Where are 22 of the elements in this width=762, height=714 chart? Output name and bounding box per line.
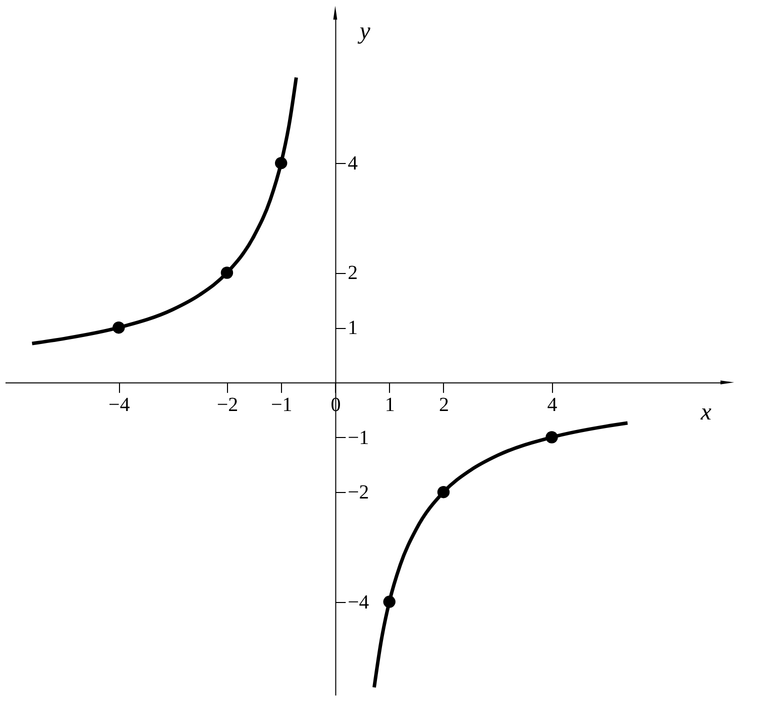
x-tick-label: 1 <box>384 394 395 416</box>
point <box>220 266 234 279</box>
point <box>437 486 450 498</box>
point <box>383 596 396 608</box>
x-tick-label: 2 <box>438 394 449 416</box>
point <box>274 156 288 170</box>
y-tick-label: 4 <box>348 152 358 175</box>
x-tick-label: −4 <box>108 394 130 416</box>
x-axis-title: x <box>700 400 712 426</box>
x-tick-label: 4 <box>547 394 558 416</box>
x-tick-label: −1 <box>270 394 292 416</box>
x-tick-label: −2 <box>216 394 238 416</box>
y-tick-label: 1 <box>348 317 358 340</box>
y-tick-label: −1 <box>348 426 370 449</box>
line-series <box>30 76 298 346</box>
y-tick-label: 2 <box>348 262 358 284</box>
line-series <box>372 421 630 690</box>
point <box>546 431 558 444</box>
y-tick-label: −2 <box>348 482 370 504</box>
point <box>112 321 125 334</box>
y-axis-title: y <box>358 18 371 44</box>
y-tick-label: −4 <box>348 591 370 614</box>
